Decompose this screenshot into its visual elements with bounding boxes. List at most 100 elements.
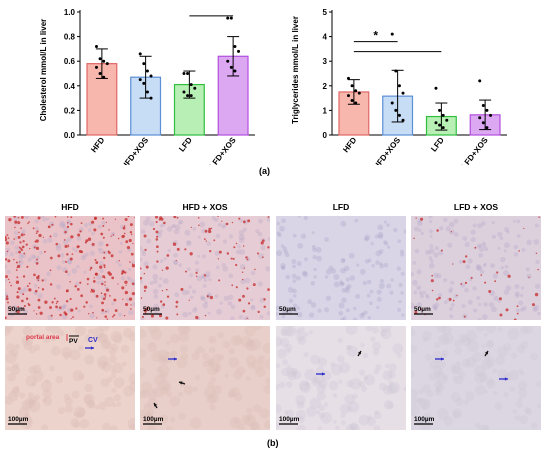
tile-hfd-bottom-texture (14, 343, 20, 350)
tile-lfd-top-nucleus (367, 316, 372, 320)
tile-hfd-top-nucleus (62, 239, 69, 245)
tile-lfdxos-top-lipid-droplet (516, 312, 519, 315)
tile-lfd-bottom-texture (313, 373, 325, 385)
tile-hfdxos-top-nucleus (194, 306, 198, 311)
tile-hfdxos-bottom-texture (245, 340, 257, 352)
tile-lfdxos-top-nucleus (491, 234, 497, 240)
tile-lfd-top-nucleus (297, 242, 303, 249)
tile-hfd-bottom-texture (10, 387, 21, 398)
tile-hfd-top-lipid-droplet (85, 239, 89, 243)
tile-hfd-top-lipid-droplet (49, 269, 52, 272)
tile-lfdxos-top-lipid-droplet (498, 297, 502, 301)
tile-hfd-top-lipid-droplet (86, 283, 89, 285)
tile-hfdxos-top-nucleus (228, 273, 234, 279)
tile-lfdxos-bottom-texture (424, 353, 433, 361)
tile-hfd-top-image: 50µm (5, 216, 135, 320)
tile-hfdxos-top-nucleus (227, 301, 233, 306)
tile-hfd-top-lipid-droplet (37, 306, 41, 309)
tile-lfdxos-top-lipid-droplet (518, 250, 520, 252)
tile-hfdxos-bottom-texture (217, 331, 224, 339)
tile-lfdxos-bottom-texture (451, 365, 460, 374)
tile-lfd-top-nucleus (364, 236, 369, 242)
tile-lfd-top-nucleus (345, 277, 350, 282)
tile-hfdxos-top-lipid-droplet (155, 238, 159, 241)
tile-hfdxos-top-nucleus (197, 235, 201, 239)
tile-hfd-top-lipid-droplet (77, 233, 81, 237)
tile-hfdxos-bottom-texture (257, 355, 266, 364)
tile-hfdxos-top-nucleus (201, 296, 206, 301)
tile-lfd-top-nucleus (397, 239, 401, 244)
tile-hfdxos-top-lipid-droplet (159, 216, 163, 220)
chol-ytick-label: 0.8 (64, 33, 76, 42)
tile-lfdxos-bottom-texture (495, 355, 506, 366)
tile-lfdxos-top-lipid-droplet (513, 318, 517, 320)
tile-lfdxos-top-lipid-droplet (464, 255, 468, 258)
tile-hfd-top-lipid-droplet (55, 242, 58, 246)
chol-data-point (98, 72, 102, 75)
tile-hfd-bottom-texture (106, 376, 113, 383)
tile-hfd-top-lipid-droplet (28, 288, 32, 292)
chol-bar (173, 83, 205, 136)
tile-lfdxos-bottom-texture (437, 360, 447, 369)
tile-hfdxos-bottom-texture (180, 344, 188, 353)
tile-lfd-top-nucleus (364, 259, 370, 264)
tile-lfdxos-top-nucleus (450, 302, 455, 307)
tile-hfdxos-top-nucleus (206, 274, 210, 279)
chol-category-label: LFD+XOS (208, 135, 238, 165)
tile-hfdxos-top-nucleus (206, 241, 212, 246)
tile-hfd-top-lipid-droplet (72, 316, 74, 319)
tile-hfd-top-nucleus (76, 236, 82, 241)
tile-hfd-top-lipid-droplet (131, 264, 135, 268)
tile-hfd-top-lipid-droplet (103, 251, 106, 254)
tile-lfdxos-top-nucleus (429, 259, 434, 263)
tile-lfd-top-nucleus (276, 305, 281, 311)
tile-lfd-bottom-texture (387, 370, 396, 379)
tile-lfd-top-nucleus (291, 264, 296, 269)
tile-hfdxos-top-nucleus (201, 228, 207, 234)
tile-hfdxos-bottom-texture (245, 355, 257, 366)
tile-hfd-top-nucleus (34, 226, 39, 231)
tile-lfd-top-nucleus (282, 246, 287, 251)
tile-lfd-top-nucleus (367, 258, 372, 263)
tile-hfdxos-top-nucleus (265, 266, 270, 272)
tile-lfdxos-top-nucleus (472, 223, 477, 228)
tg-ytick-label: 3 (323, 57, 328, 66)
tile-hfdxos-top-nucleus (178, 263, 183, 267)
tile-hfdxos-bottom-texture (227, 389, 237, 398)
chol-category-label: HFD+XOS (120, 135, 151, 165)
tile-hfdxos-top-nucleus (174, 292, 180, 298)
tile-hfd-top-lipid-droplet (132, 242, 134, 245)
tile-lfd-top-nucleus (355, 294, 361, 299)
tile-lfdxos-top-nucleus (448, 221, 455, 228)
tile-hfdxos-top-nucleus (141, 251, 147, 257)
tile-hfd-bottom-texture (27, 398, 34, 404)
tile-hfdxos-top-lipid-droplet (242, 294, 245, 298)
tg-data-point (438, 123, 442, 127)
tile-hfdxos-bottom-texture (180, 352, 189, 361)
tile-hfdxos-top-lipid-droplet (213, 239, 216, 242)
tile-lfd-bottom-texture (318, 412, 325, 419)
tile-lfdxos-top-nucleus (514, 291, 520, 297)
tile-lfd-top-nucleus (312, 254, 317, 260)
tile-lfd-top-nucleus (345, 308, 350, 313)
tile-hfd-bottom-texture (5, 326, 15, 333)
tile-lfdxos-bottom-texture (520, 371, 525, 376)
tile-lfd-top-nucleus (370, 242, 374, 246)
tile-hfd-bottom-texture (35, 332, 41, 338)
tile-lfd-top-nucleus (340, 317, 345, 320)
tile-lfdxos-bottom-texture (474, 372, 486, 384)
tile-hfd-top-nucleus (18, 288, 25, 295)
tile-hfdxos-top-lipid-droplet (260, 241, 264, 245)
tile-lfd-bottom-texture (281, 326, 293, 337)
tile-hfd-top-lipid-droplet (26, 265, 29, 268)
tile-hfd-top-lipid-droplet (34, 240, 37, 243)
tile-hfdxos-top-nucleus (178, 221, 182, 225)
tile-hfdxos-top-nucleus (172, 259, 178, 265)
tile-lfdxos-top-nucleus (476, 296, 481, 300)
tile-lfdxos-bottom-texture (515, 401, 523, 409)
tile-hfd-top-lipid-droplet (5, 258, 8, 261)
tg-data-point (445, 118, 449, 122)
tile-hfdxos-top-lipid-droplet (195, 315, 199, 320)
tile-hfd-top-lipid-droplet (16, 310, 20, 314)
chol-data-point (105, 62, 109, 66)
